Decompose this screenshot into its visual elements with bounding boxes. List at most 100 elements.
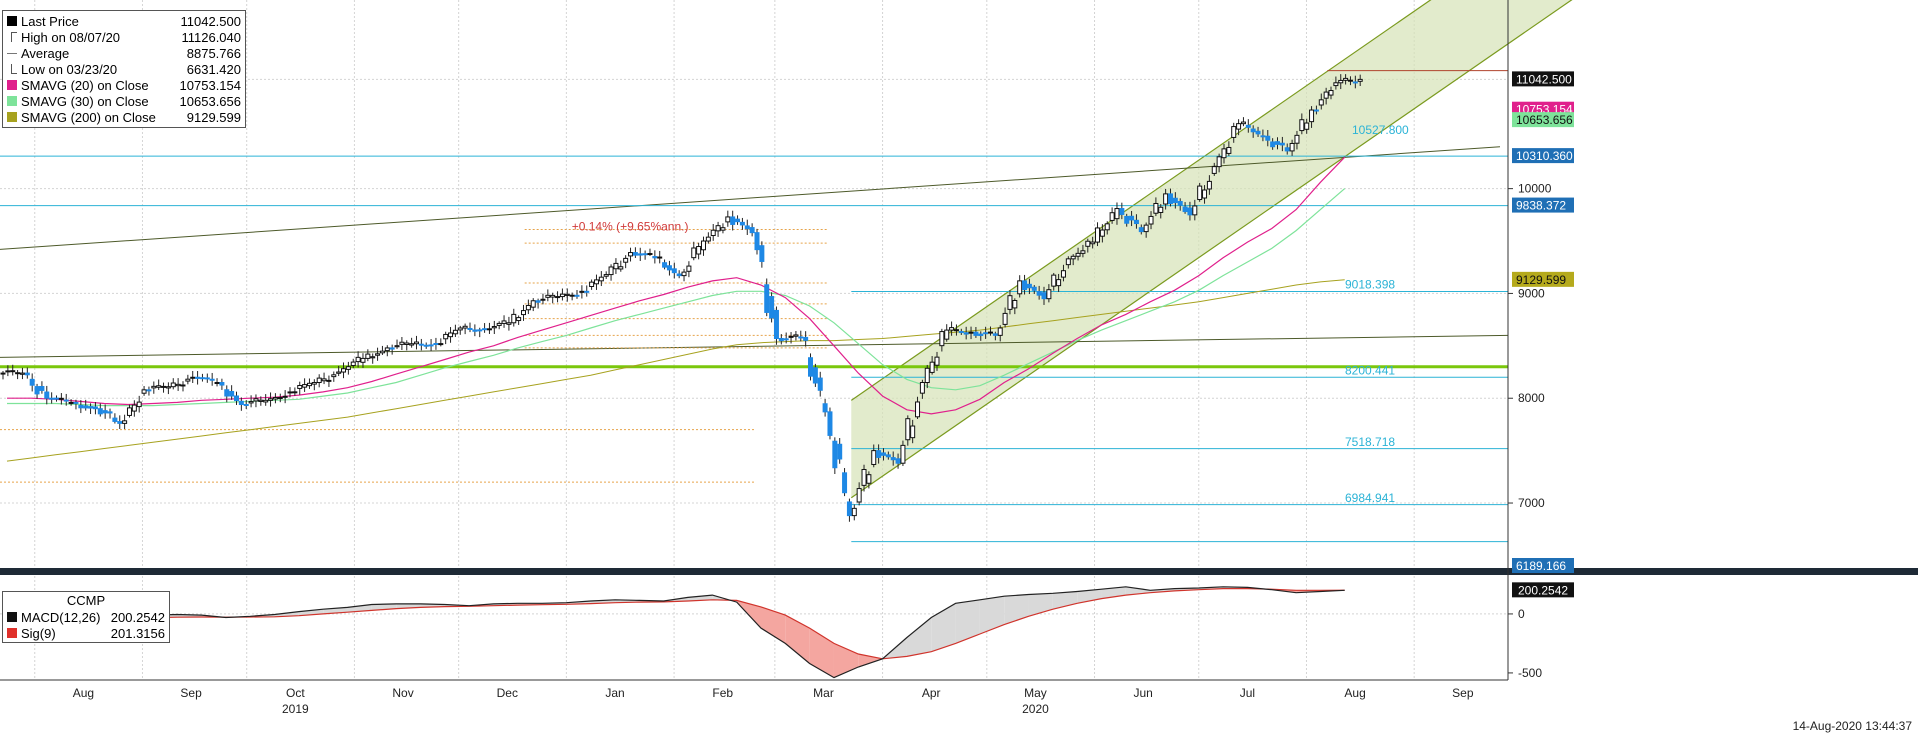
candle-body bbox=[506, 322, 512, 325]
candle-body bbox=[233, 395, 239, 402]
candle-body bbox=[1104, 223, 1110, 231]
month-label: Jan bbox=[605, 686, 624, 700]
candle-body bbox=[375, 353, 381, 356]
candle-body bbox=[1046, 289, 1052, 300]
candle-body bbox=[705, 236, 711, 242]
candle-body bbox=[433, 342, 439, 345]
candle-body bbox=[151, 385, 157, 389]
candle-body bbox=[1211, 166, 1217, 174]
candle-body bbox=[1289, 142, 1295, 152]
candle-body bbox=[170, 382, 176, 388]
candle-body bbox=[496, 322, 502, 326]
price-badge bbox=[1512, 197, 1574, 213]
candle-body bbox=[243, 404, 249, 407]
candle-body bbox=[623, 257, 629, 263]
candle-body bbox=[1002, 312, 1008, 325]
fib-level-label: 8200.441 bbox=[1345, 364, 1395, 378]
candle-body bbox=[190, 376, 196, 379]
candle-body bbox=[803, 336, 809, 341]
candle-body bbox=[306, 382, 312, 387]
candle-body bbox=[253, 398, 259, 402]
candle-body bbox=[1270, 141, 1276, 148]
candle-body bbox=[448, 332, 454, 338]
candle-body bbox=[1017, 280, 1023, 295]
candle-body bbox=[1138, 227, 1144, 233]
candle-body bbox=[832, 440, 838, 469]
candle-body bbox=[676, 273, 682, 277]
candle-body bbox=[1026, 283, 1032, 289]
candle-body bbox=[1216, 156, 1222, 168]
fib-level-label: 7518.718 bbox=[1345, 435, 1395, 449]
candle-body bbox=[224, 389, 230, 397]
candle-body bbox=[83, 405, 89, 409]
macd-histogram-fill bbox=[347, 604, 372, 613]
candle-body bbox=[1236, 123, 1242, 130]
candle-body bbox=[336, 371, 342, 374]
legend-value: 8875.766 bbox=[186, 45, 241, 61]
candle-body bbox=[759, 245, 765, 262]
candle-body bbox=[861, 469, 867, 486]
legend-value: 201.3156 bbox=[110, 625, 165, 641]
price-badge-label: 9129.599 bbox=[1516, 273, 1566, 287]
candle-body bbox=[1250, 128, 1256, 133]
candle-body bbox=[1012, 299, 1018, 309]
month-label: Feb bbox=[712, 686, 733, 700]
candle-body bbox=[900, 444, 906, 464]
candle-body bbox=[1172, 197, 1178, 204]
candle-body bbox=[438, 343, 444, 346]
candle-body bbox=[486, 328, 492, 331]
candle-body bbox=[559, 293, 565, 298]
candle-body bbox=[880, 452, 886, 456]
candle-body bbox=[136, 401, 142, 408]
legend-label: High on 08/07/20 bbox=[21, 29, 121, 45]
trend-channel-lower bbox=[850, 0, 1573, 499]
candle-body bbox=[219, 382, 225, 386]
month-label: Sep bbox=[1452, 686, 1474, 700]
candle-body bbox=[696, 246, 702, 255]
candle-body bbox=[1328, 90, 1334, 96]
candle-body bbox=[511, 313, 517, 324]
candle-body bbox=[1177, 201, 1183, 206]
candle-body bbox=[58, 397, 64, 400]
legend-row-signal: Sig(9) 201.3156 bbox=[7, 625, 165, 641]
candle-body bbox=[63, 399, 69, 402]
price-badge-label: 6189.166 bbox=[1516, 559, 1566, 573]
candle-body bbox=[15, 372, 21, 375]
candle-body bbox=[628, 252, 634, 257]
price-badge-label: 10653.656 bbox=[1516, 113, 1573, 127]
candle-body bbox=[764, 284, 770, 313]
candle-body bbox=[268, 398, 274, 401]
legend-value: 9129.599 bbox=[186, 109, 241, 125]
candle-body bbox=[666, 265, 672, 271]
legend-value: 200.2542 bbox=[110, 609, 165, 625]
candle-body bbox=[49, 397, 55, 400]
candle-body bbox=[131, 404, 137, 412]
candle-body bbox=[1065, 258, 1071, 266]
legend-value: 6631.420 bbox=[186, 61, 241, 77]
candle-body bbox=[910, 425, 916, 439]
candle-body bbox=[788, 335, 794, 338]
candle-body bbox=[1031, 286, 1037, 291]
candle-body bbox=[161, 385, 167, 388]
candle-body bbox=[521, 310, 527, 316]
candle-body bbox=[73, 401, 79, 404]
candle-body bbox=[885, 454, 891, 458]
candle-body bbox=[1192, 205, 1198, 216]
candle-body bbox=[978, 333, 984, 337]
candle-body bbox=[180, 384, 186, 387]
candle-body bbox=[744, 225, 750, 230]
price-badge-label: 11042.500 bbox=[1516, 72, 1572, 86]
candle-body bbox=[915, 401, 921, 418]
candle-body bbox=[540, 298, 546, 301]
candle-body bbox=[584, 290, 590, 293]
candle-body bbox=[1090, 241, 1096, 245]
candle-body bbox=[871, 450, 877, 465]
candle-body bbox=[326, 379, 332, 382]
candle-body bbox=[808, 357, 814, 377]
candle-body bbox=[720, 227, 726, 231]
candle-body bbox=[700, 240, 706, 251]
candle-body bbox=[574, 294, 580, 297]
month-label: Apr bbox=[922, 686, 941, 700]
candle-body bbox=[1143, 224, 1149, 233]
candle-body bbox=[141, 389, 147, 394]
